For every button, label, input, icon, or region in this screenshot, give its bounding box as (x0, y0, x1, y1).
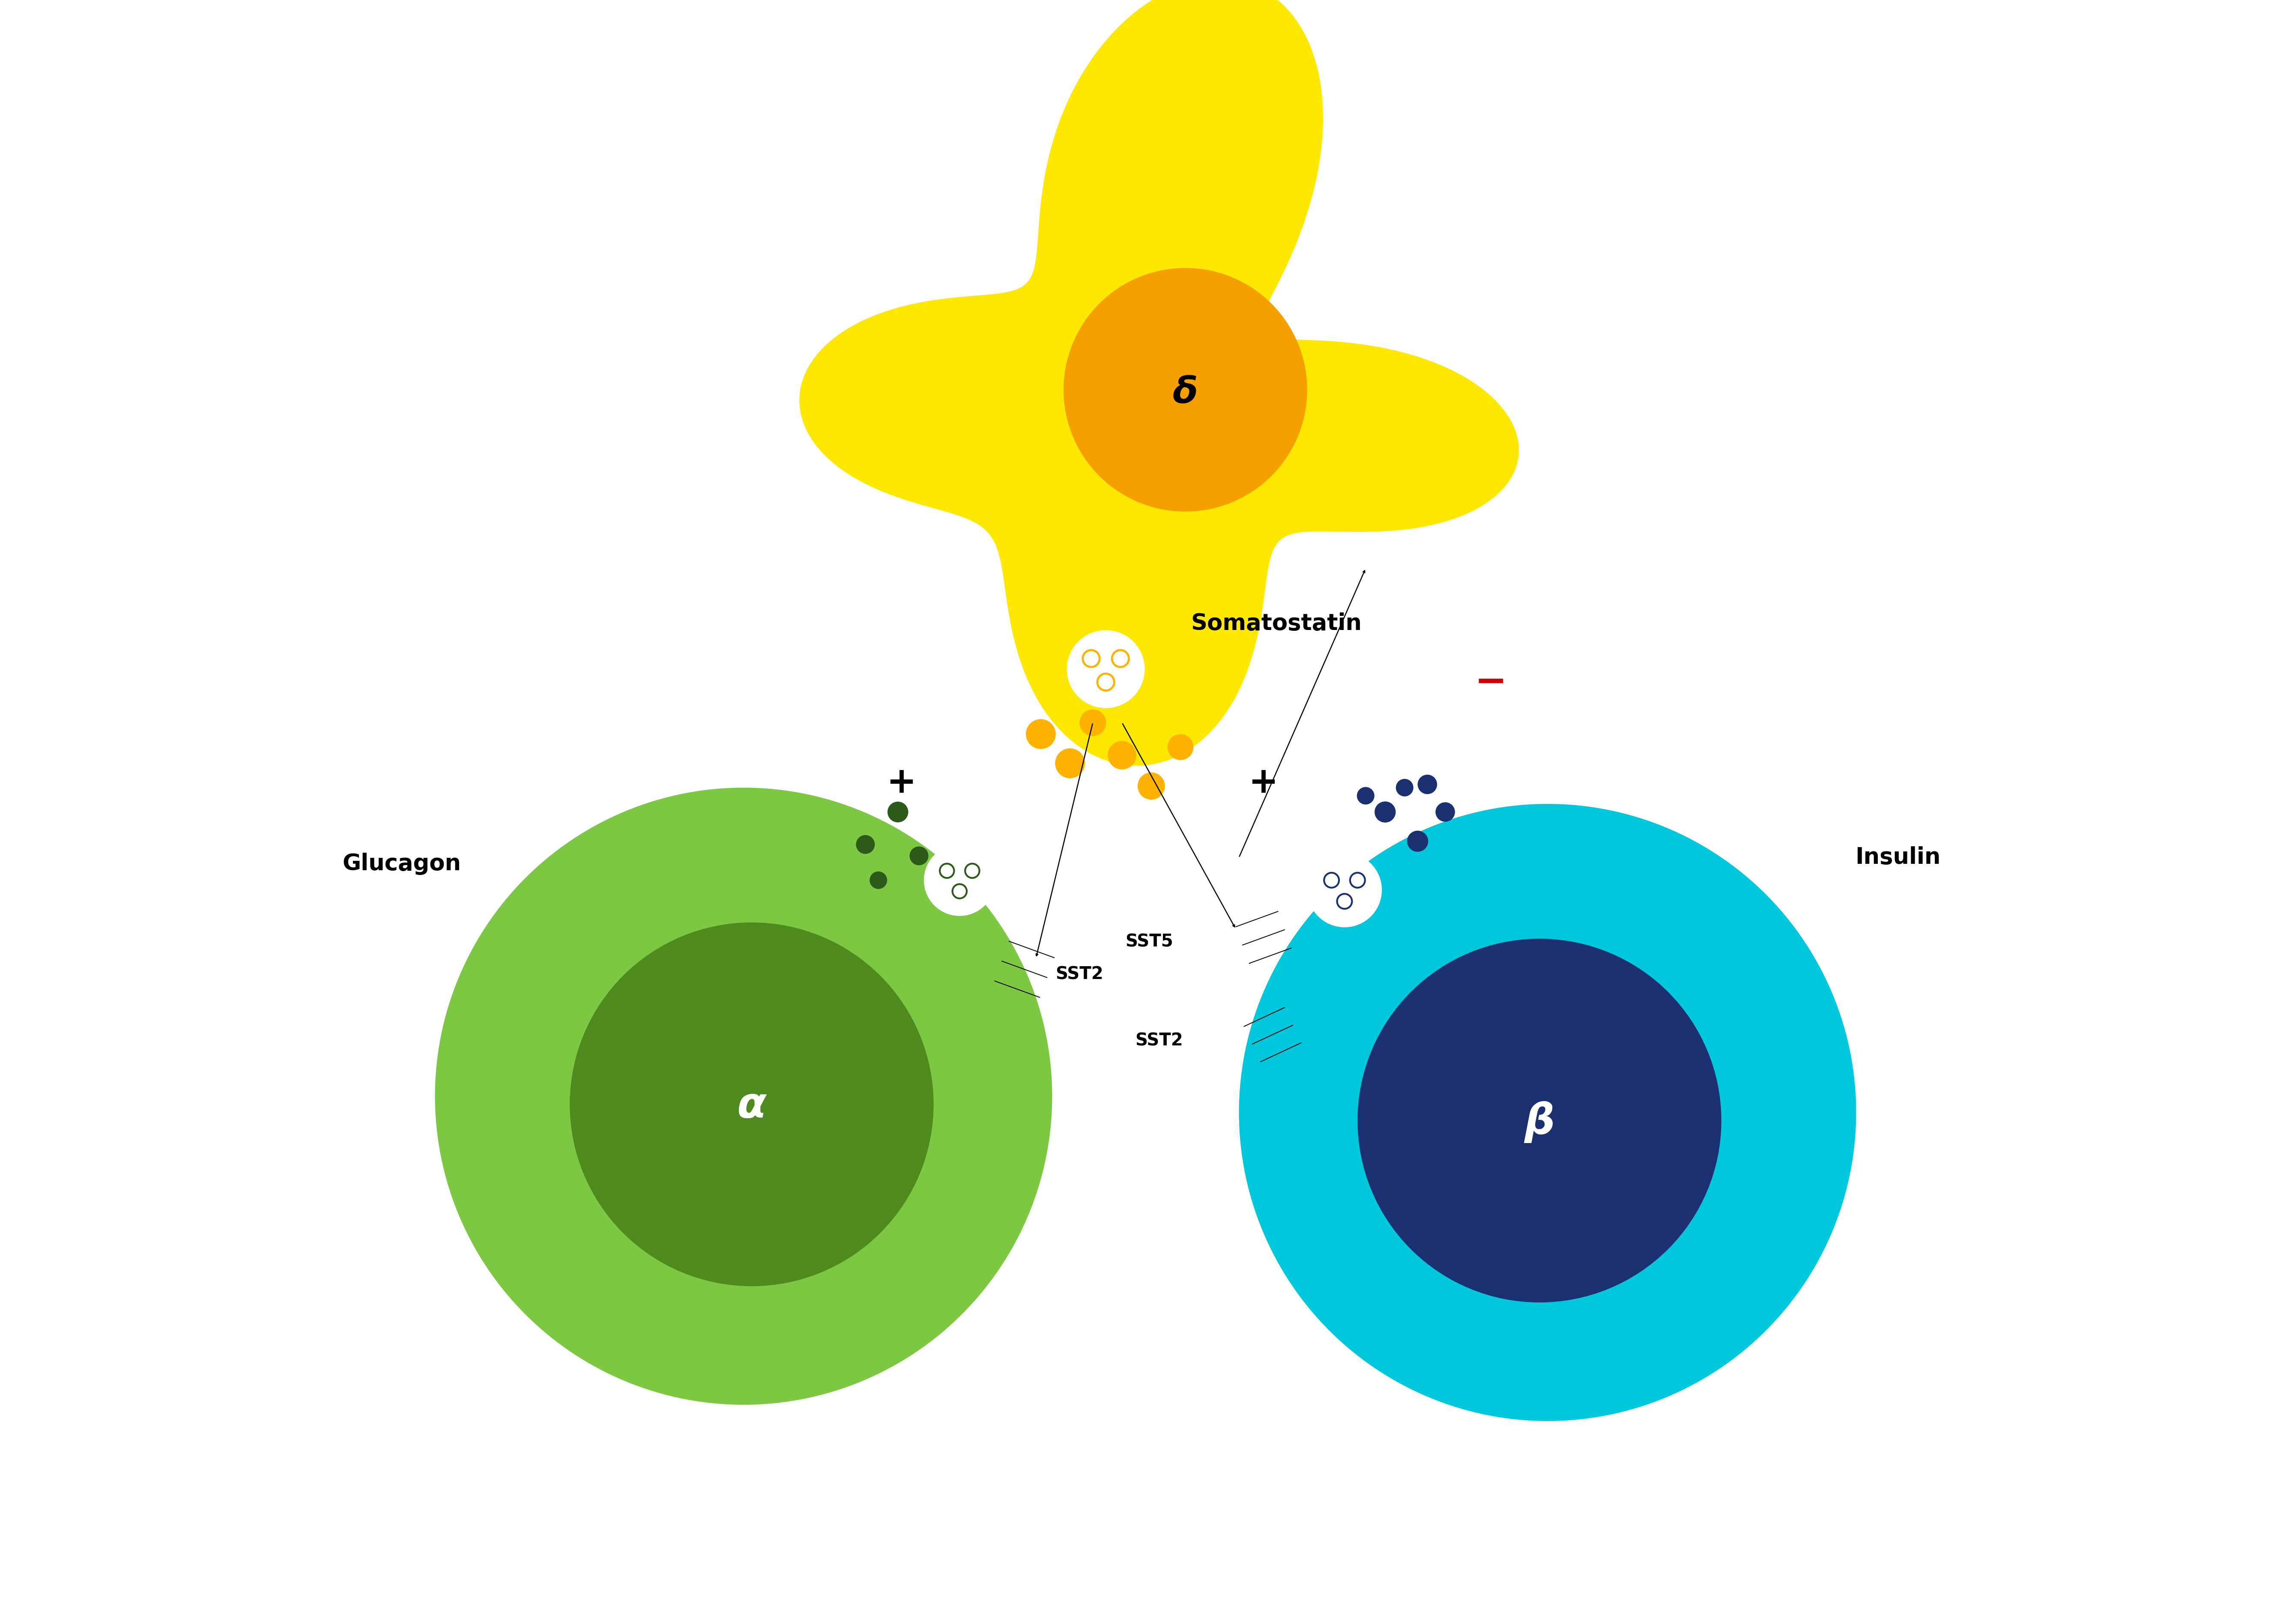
Circle shape (1137, 773, 1164, 799)
Circle shape (1358, 939, 1721, 1302)
Circle shape (1025, 719, 1055, 749)
Circle shape (1374, 802, 1395, 822)
Text: SST2: SST2 (1055, 966, 1103, 983)
Circle shape (1349, 872, 1365, 888)
Circle shape (952, 883, 966, 898)
Circle shape (1064, 268, 1308, 512)
Text: +: + (1249, 765, 1278, 801)
Circle shape (1436, 802, 1454, 822)
Circle shape (909, 846, 929, 866)
Circle shape (1356, 788, 1374, 804)
Circle shape (856, 835, 874, 854)
Circle shape (1406, 830, 1429, 851)
Circle shape (1395, 780, 1413, 796)
Circle shape (1418, 775, 1436, 794)
Text: SST5: SST5 (1126, 934, 1173, 950)
Circle shape (1338, 893, 1352, 909)
Text: SST2: SST2 (1135, 1033, 1183, 1049)
Circle shape (1055, 749, 1084, 778)
Polygon shape (799, 0, 1518, 765)
Text: Somatostatin: Somatostatin (1192, 612, 1361, 635)
Circle shape (1167, 734, 1194, 760)
Circle shape (1082, 650, 1100, 667)
Text: −: − (1475, 663, 1507, 702)
Text: β: β (1525, 1101, 1555, 1143)
Circle shape (1308, 853, 1381, 927)
Circle shape (1098, 674, 1114, 690)
Text: Glucagon: Glucagon (342, 853, 461, 875)
Circle shape (1240, 804, 1856, 1421)
Circle shape (1112, 650, 1128, 667)
Text: +: + (886, 765, 915, 801)
Circle shape (1080, 710, 1105, 736)
Circle shape (888, 802, 909, 822)
Circle shape (571, 922, 934, 1286)
Text: α: α (737, 1085, 767, 1127)
Circle shape (1066, 630, 1144, 708)
Circle shape (941, 864, 954, 879)
Circle shape (925, 844, 995, 916)
Circle shape (870, 872, 888, 888)
Text: δ: δ (1173, 375, 1199, 411)
Circle shape (436, 788, 1052, 1405)
Text: Insulin: Insulin (1856, 846, 1941, 869)
Circle shape (966, 864, 979, 879)
Circle shape (1107, 741, 1137, 770)
Circle shape (1324, 872, 1340, 888)
